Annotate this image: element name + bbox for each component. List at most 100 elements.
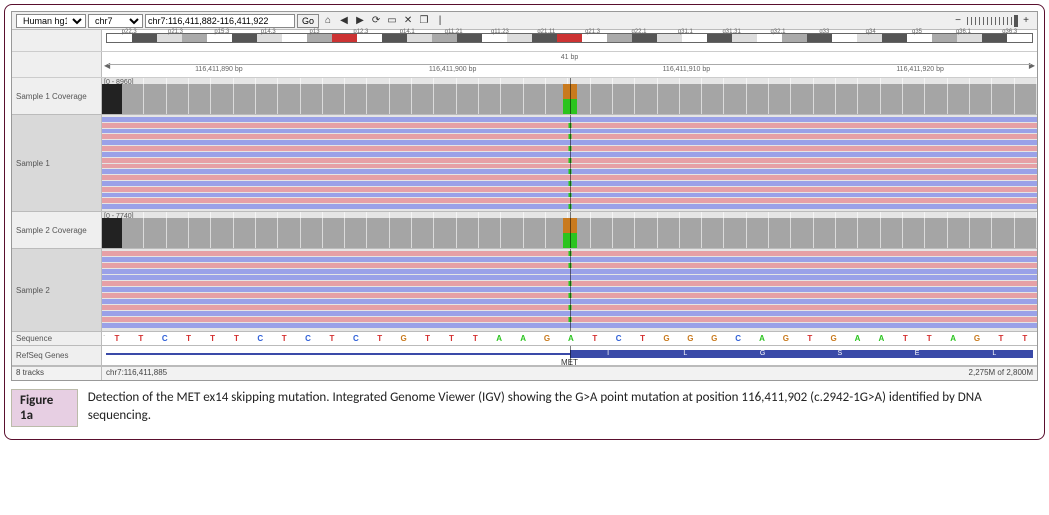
nucleotide: A — [941, 332, 965, 345]
sample2-coverage-label[interactable]: Sample 2 Coverage — [12, 212, 102, 248]
ideogram-band-label: q31.1 — [662, 29, 708, 35]
alignment-read[interactable] — [102, 198, 1037, 203]
back-icon[interactable]: ◀ — [337, 14, 351, 28]
alignment-read[interactable] — [102, 287, 1037, 292]
zoom-slider[interactable]: − + — [951, 14, 1033, 28]
snp-marker — [568, 305, 571, 310]
sample1-coverage-body[interactable]: [0 - 8960] — [102, 78, 1037, 114]
zoom-out-icon[interactable]: − — [951, 14, 965, 28]
alignment-read[interactable] — [102, 146, 1037, 151]
nucleotide: G — [678, 332, 702, 345]
snp-marker — [568, 193, 571, 198]
genome-select[interactable]: Human hg19 — [16, 14, 86, 28]
gene-body[interactable]: ILGSEL MET — [102, 346, 1037, 365]
refresh-icon[interactable]: ⟳ — [369, 14, 383, 28]
alignment-read[interactable] — [102, 152, 1037, 157]
snp-marker — [568, 204, 571, 209]
alignment-read[interactable] — [102, 140, 1037, 145]
ideogram-row: p22.3p21.3p15.3p14.3p13p12.3p14.1q11.21q… — [12, 30, 1037, 52]
alignment-read[interactable] — [102, 187, 1037, 192]
alignment-read[interactable] — [102, 299, 1037, 304]
forward-icon[interactable]: ▶ — [353, 14, 367, 28]
ideogram-band — [332, 34, 357, 42]
variant-column-s1 — [563, 84, 577, 114]
chrom-select[interactable]: chr7 — [88, 14, 143, 28]
nucleotide: A — [487, 332, 511, 345]
variant-ref-allele — [563, 84, 577, 99]
nucleotide: T — [798, 332, 822, 345]
home-icon[interactable]: ⌂ — [321, 14, 335, 28]
ideogram-band — [957, 34, 982, 42]
ideogram-band-label: p12.3 — [338, 29, 384, 35]
region-icon[interactable]: ▭ — [385, 14, 399, 28]
zoom-handle[interactable] — [1014, 15, 1018, 27]
sample1-coverage-label[interactable]: Sample 1 Coverage — [12, 78, 102, 114]
popout-icon[interactable]: ❐ — [417, 14, 431, 28]
ideogram-band — [1007, 34, 1032, 42]
ideogram-band-label: q34 — [848, 29, 894, 35]
alignment-read[interactable] — [102, 204, 1037, 209]
locus-input[interactable] — [145, 14, 295, 28]
alignment-read[interactable] — [102, 317, 1037, 322]
ideogram-band — [307, 34, 332, 42]
alignment-read[interactable] — [102, 193, 1037, 198]
sequence-body[interactable]: → TTCTTTCTCTCTGTTTAAGATCTGGGCAGTGAATTAGT… — [102, 332, 1037, 345]
ruler[interactable]: ◀ 41 bp ▶ 116,411,890 bp116,411,900 bp11… — [102, 52, 1037, 77]
ideogram-band — [932, 34, 957, 42]
amino-acid: S — [801, 350, 878, 358]
sample2-alignment-track: Sample 2 — [12, 249, 1037, 332]
alignment-read[interactable] — [102, 158, 1037, 163]
sample1-alignment-body[interactable] — [102, 115, 1037, 211]
ideogram-label-panel — [12, 30, 102, 51]
alignment-read[interactable] — [102, 181, 1037, 186]
ideogram-band — [432, 34, 457, 42]
nucleotide: T — [224, 332, 248, 345]
snp-marker — [568, 123, 571, 128]
zoom-in-icon[interactable]: + — [1019, 14, 1033, 28]
amino-acid: L — [956, 350, 1033, 358]
ideogram-band — [582, 34, 607, 42]
snp-marker — [568, 134, 571, 139]
alignment-read[interactable] — [102, 323, 1037, 328]
ruler-tick: 116,411,890 bp — [195, 66, 243, 73]
alignment-read[interactable] — [102, 123, 1037, 128]
sample1-alignment-label[interactable]: Sample 1 — [12, 115, 102, 211]
alignment-read[interactable] — [102, 129, 1037, 134]
sample2-alignment-body[interactable] — [102, 249, 1037, 331]
alignment-read[interactable] — [102, 134, 1037, 139]
nucleotide: G — [822, 332, 846, 345]
alignment-read[interactable] — [102, 175, 1037, 180]
ideogram-band — [507, 34, 532, 42]
alignment-read[interactable] — [102, 251, 1037, 256]
nucleotide: C — [726, 332, 750, 345]
alignment-read[interactable] — [102, 117, 1037, 122]
ideogram[interactable]: p22.3p21.3p15.3p14.3p13p12.3p14.1q11.21q… — [102, 30, 1037, 51]
ideogram-band — [707, 34, 732, 42]
sample2-alignment-label[interactable]: Sample 2 — [12, 249, 102, 331]
status-tracks: 8 tracks — [12, 367, 102, 380]
ideogram-band — [782, 34, 807, 42]
alignment-read[interactable] — [102, 275, 1037, 280]
nucleotide: T — [201, 332, 225, 345]
alignment-read[interactable] — [102, 263, 1037, 268]
alignment-read[interactable] — [102, 269, 1037, 274]
nucleotide: C — [248, 332, 272, 345]
status-memory: 2,275M of 2,800M — [917, 367, 1037, 380]
alignment-read[interactable] — [102, 257, 1037, 262]
alignment-read[interactable] — [102, 281, 1037, 286]
ideogram-band — [557, 34, 582, 42]
alignment-read[interactable] — [102, 293, 1037, 298]
ideogram-band-label: q36.1 — [940, 29, 986, 35]
refseq-label[interactable]: RefSeq Genes — [12, 346, 102, 365]
alignment-read[interactable] — [102, 169, 1037, 174]
alignment-read[interactable] — [102, 311, 1037, 316]
intron-region — [106, 353, 570, 355]
alignment-read[interactable] — [102, 164, 1037, 169]
ideogram-band — [482, 34, 507, 42]
sequence-label[interactable]: Sequence — [12, 332, 102, 345]
close-icon[interactable]: ✕ — [401, 14, 415, 28]
go-button[interactable]: Go — [297, 14, 319, 28]
sample2-coverage-body[interactable]: [0 - 7740] — [102, 212, 1037, 248]
alignment-read[interactable] — [102, 305, 1037, 310]
ideogram-band — [832, 34, 857, 42]
